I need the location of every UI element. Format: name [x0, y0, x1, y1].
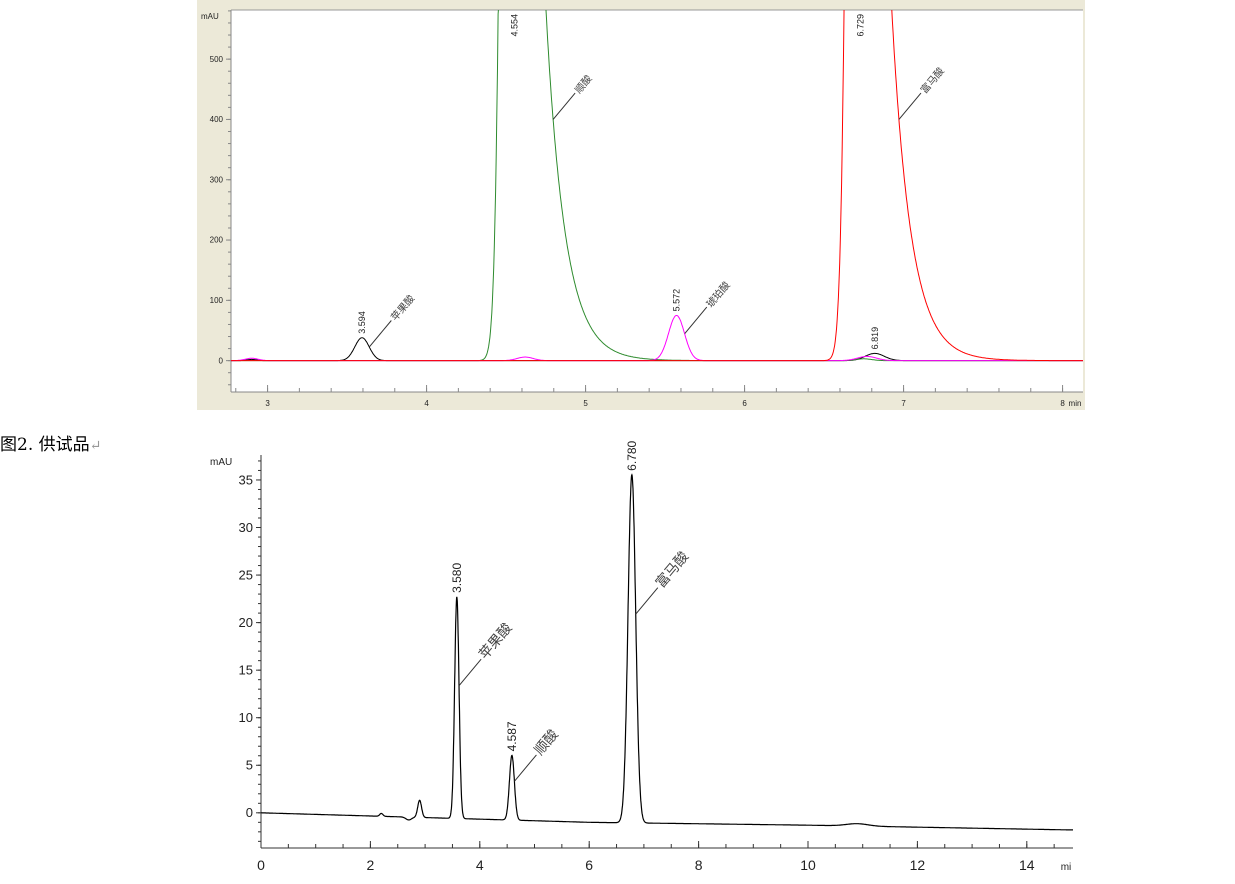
- y-tick-label: 15: [239, 662, 253, 677]
- y-tick-label: 400: [210, 115, 224, 124]
- peak-leader-line: [514, 754, 537, 782]
- y-tick-label: 0: [246, 805, 253, 820]
- caption-text: 图2. 供试品: [0, 435, 90, 455]
- peak-name-label: 顺酸: [531, 726, 561, 758]
- retention-time-label: 6.729: [855, 14, 865, 37]
- x-tick-label: 6: [585, 857, 593, 873]
- x-axis-label: min: [1069, 399, 1082, 408]
- x-tick-label: 14: [1019, 857, 1035, 873]
- x-tick-label: 7: [901, 399, 906, 408]
- x-tick-label: 4: [424, 399, 429, 408]
- x-tick-label: 8: [695, 857, 703, 873]
- y-tick-label: 100: [210, 296, 224, 305]
- x-tick-label: 2: [367, 857, 375, 873]
- peak-leader-line: [635, 587, 659, 615]
- retention-time-label: 6.819: [870, 327, 880, 350]
- x-tick-label: 5: [583, 399, 588, 408]
- x-tick-label: 10: [800, 857, 816, 873]
- chromatogram-sample: 0 5 10 15 20 25 30 35 0 2 4 6 8 10 12 14 mAU mi 3.580 苹果酸 4.…: [210, 440, 1073, 873]
- x-tick-label: 0: [257, 857, 265, 873]
- peak-leader-line: [368, 320, 392, 348]
- series-line-3: [231, 10, 1083, 362]
- y-tick-label: 10: [239, 710, 253, 725]
- peak-leader-line: [898, 92, 922, 120]
- peak-leader-line: [552, 92, 576, 120]
- paragraph-mark: ↵: [89, 438, 102, 454]
- figure-caption: 图2. 供试品↵: [0, 430, 101, 455]
- y-tick-label: 0: [219, 356, 224, 365]
- y-axis-label: mAU: [201, 12, 219, 21]
- y-axis-label: mAU: [210, 457, 232, 468]
- retention-time-label: 3.580: [450, 563, 464, 593]
- peak-leader-line: [458, 658, 482, 686]
- x-tick-label: 8: [1060, 399, 1065, 408]
- y-tick-label: 500: [210, 55, 224, 64]
- x-tick-label: 12: [910, 857, 926, 873]
- x-tick-label: 3: [265, 399, 270, 408]
- y-tick-label: 20: [239, 615, 253, 630]
- retention-time-label: 4.587: [505, 721, 519, 751]
- peak-leader-line: [684, 306, 708, 334]
- retention-time-label: 3.594: [357, 311, 367, 334]
- retention-time-label: 6.780: [625, 440, 639, 470]
- retention-time-label: 4.554: [510, 14, 520, 37]
- y-tick-label: 25: [239, 567, 253, 582]
- peak-name-label: 苹果酸: [476, 620, 515, 662]
- y-tick-label: 200: [210, 236, 224, 245]
- y-tick-label: 30: [239, 520, 253, 535]
- peak-name-label: 富马酸: [652, 548, 691, 590]
- x-tick-label: 4: [476, 857, 484, 873]
- plot-area: [231, 10, 1083, 392]
- x-tick-label: 6: [742, 399, 747, 408]
- y-tick-label: 5: [246, 758, 253, 773]
- series-line-0: [261, 473, 1073, 831]
- x-axis-label: mi: [1061, 862, 1072, 873]
- retention-time-label: 5.572: [672, 289, 682, 312]
- y-tick-label: 35: [239, 472, 253, 487]
- y-tick-label: 300: [210, 175, 224, 184]
